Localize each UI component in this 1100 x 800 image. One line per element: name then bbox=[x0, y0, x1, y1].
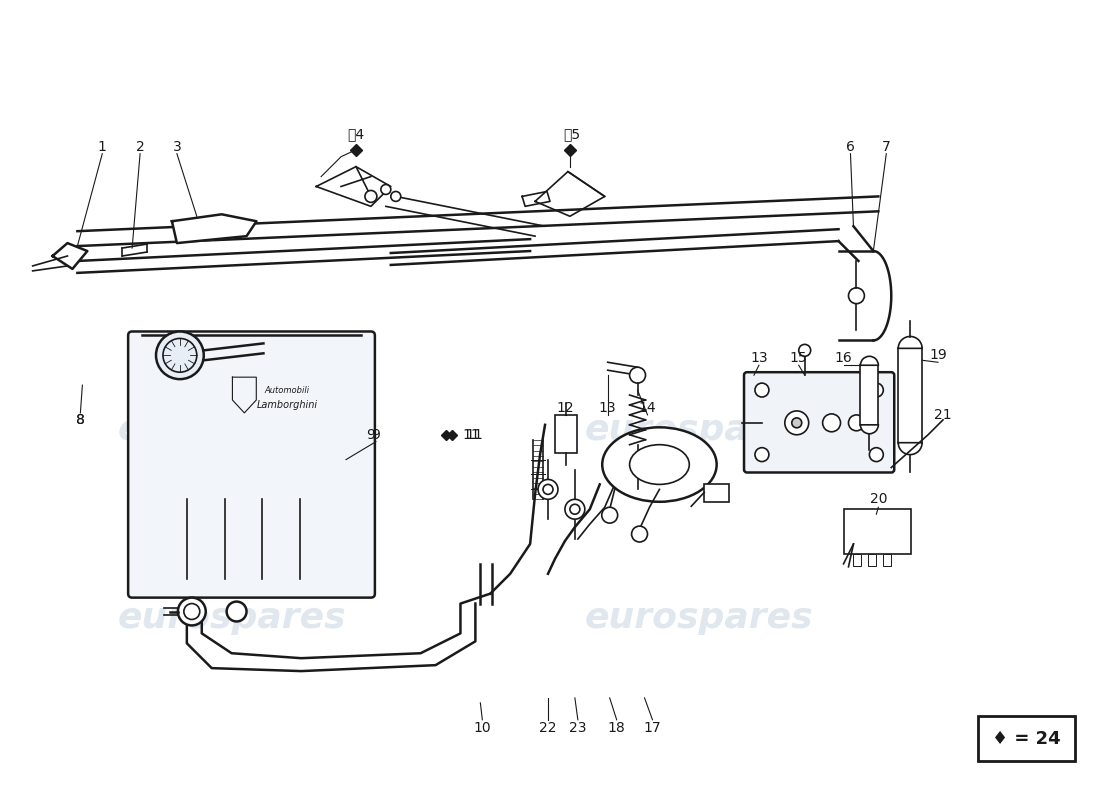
Text: 13: 13 bbox=[598, 401, 616, 415]
Text: 11: 11 bbox=[465, 428, 483, 442]
Text: 18: 18 bbox=[608, 721, 626, 734]
Text: 20: 20 bbox=[870, 492, 887, 506]
Bar bbox=[854, 554, 861, 566]
Ellipse shape bbox=[629, 445, 690, 485]
Circle shape bbox=[365, 190, 377, 202]
Circle shape bbox=[227, 602, 246, 622]
Wedge shape bbox=[860, 425, 878, 434]
Polygon shape bbox=[316, 166, 390, 206]
Bar bbox=[978, 716, 1076, 762]
Text: 1: 1 bbox=[98, 140, 107, 154]
Bar bbox=[883, 554, 891, 566]
Circle shape bbox=[163, 338, 197, 372]
Text: 13: 13 bbox=[750, 351, 768, 366]
Text: 22: 22 bbox=[539, 721, 557, 734]
Circle shape bbox=[631, 526, 648, 542]
Text: 8: 8 bbox=[76, 413, 85, 427]
Circle shape bbox=[632, 465, 642, 474]
Text: 17: 17 bbox=[644, 721, 661, 734]
Text: ⁦4: ⁦4 bbox=[348, 127, 364, 141]
Circle shape bbox=[848, 288, 865, 304]
Circle shape bbox=[184, 603, 200, 619]
Bar bbox=[899, 348, 922, 442]
Text: 14: 14 bbox=[639, 401, 657, 415]
Circle shape bbox=[799, 344, 811, 356]
Circle shape bbox=[381, 185, 390, 194]
Polygon shape bbox=[522, 191, 550, 206]
Text: 10: 10 bbox=[473, 721, 492, 734]
Text: eurospares: eurospares bbox=[585, 602, 814, 635]
Text: 6: 6 bbox=[846, 140, 855, 154]
Text: 15: 15 bbox=[790, 351, 807, 366]
Text: 2: 2 bbox=[135, 140, 144, 154]
Circle shape bbox=[178, 598, 206, 626]
Polygon shape bbox=[172, 214, 256, 243]
Text: 21: 21 bbox=[934, 408, 952, 422]
Circle shape bbox=[848, 415, 865, 430]
Bar bbox=[556, 415, 576, 453]
Text: 12: 12 bbox=[557, 401, 574, 415]
Text: ⁦5: ⁦5 bbox=[563, 127, 581, 141]
Wedge shape bbox=[899, 442, 922, 454]
Text: 16: 16 bbox=[835, 351, 852, 366]
Text: eurospares: eurospares bbox=[118, 413, 345, 446]
Ellipse shape bbox=[602, 427, 717, 502]
Text: eurospares: eurospares bbox=[118, 602, 345, 635]
Circle shape bbox=[602, 507, 618, 523]
Text: ♦ = 24: ♦ = 24 bbox=[992, 730, 1060, 748]
FancyBboxPatch shape bbox=[744, 372, 894, 473]
Circle shape bbox=[565, 499, 585, 519]
Circle shape bbox=[869, 383, 883, 397]
Bar bbox=[860, 366, 878, 425]
Circle shape bbox=[755, 383, 769, 397]
Text: 7: 7 bbox=[882, 140, 891, 154]
Circle shape bbox=[792, 418, 802, 428]
Circle shape bbox=[755, 448, 769, 462]
Polygon shape bbox=[53, 243, 87, 269]
Circle shape bbox=[823, 414, 840, 432]
Wedge shape bbox=[899, 337, 922, 348]
Circle shape bbox=[390, 191, 400, 202]
Circle shape bbox=[784, 411, 808, 434]
Text: 19: 19 bbox=[930, 348, 947, 362]
Circle shape bbox=[538, 479, 558, 499]
Circle shape bbox=[869, 448, 883, 462]
Circle shape bbox=[543, 485, 553, 494]
Circle shape bbox=[629, 367, 646, 383]
Bar bbox=[704, 485, 729, 502]
Text: 9: 9 bbox=[366, 428, 375, 442]
Circle shape bbox=[631, 456, 644, 467]
Wedge shape bbox=[860, 356, 878, 366]
Text: eurospares: eurospares bbox=[585, 413, 814, 446]
Circle shape bbox=[570, 504, 580, 514]
Bar bbox=[844, 510, 911, 554]
Text: 23: 23 bbox=[569, 721, 586, 734]
Bar bbox=[868, 554, 877, 566]
Text: 11: 11 bbox=[462, 428, 481, 442]
Circle shape bbox=[156, 331, 204, 379]
Text: 8: 8 bbox=[76, 413, 85, 427]
Text: 3: 3 bbox=[173, 140, 182, 154]
Text: 9: 9 bbox=[372, 428, 381, 442]
Text: Automobili: Automobili bbox=[265, 386, 310, 394]
FancyBboxPatch shape bbox=[128, 331, 375, 598]
Text: Lamborghini: Lamborghini bbox=[256, 400, 318, 410]
